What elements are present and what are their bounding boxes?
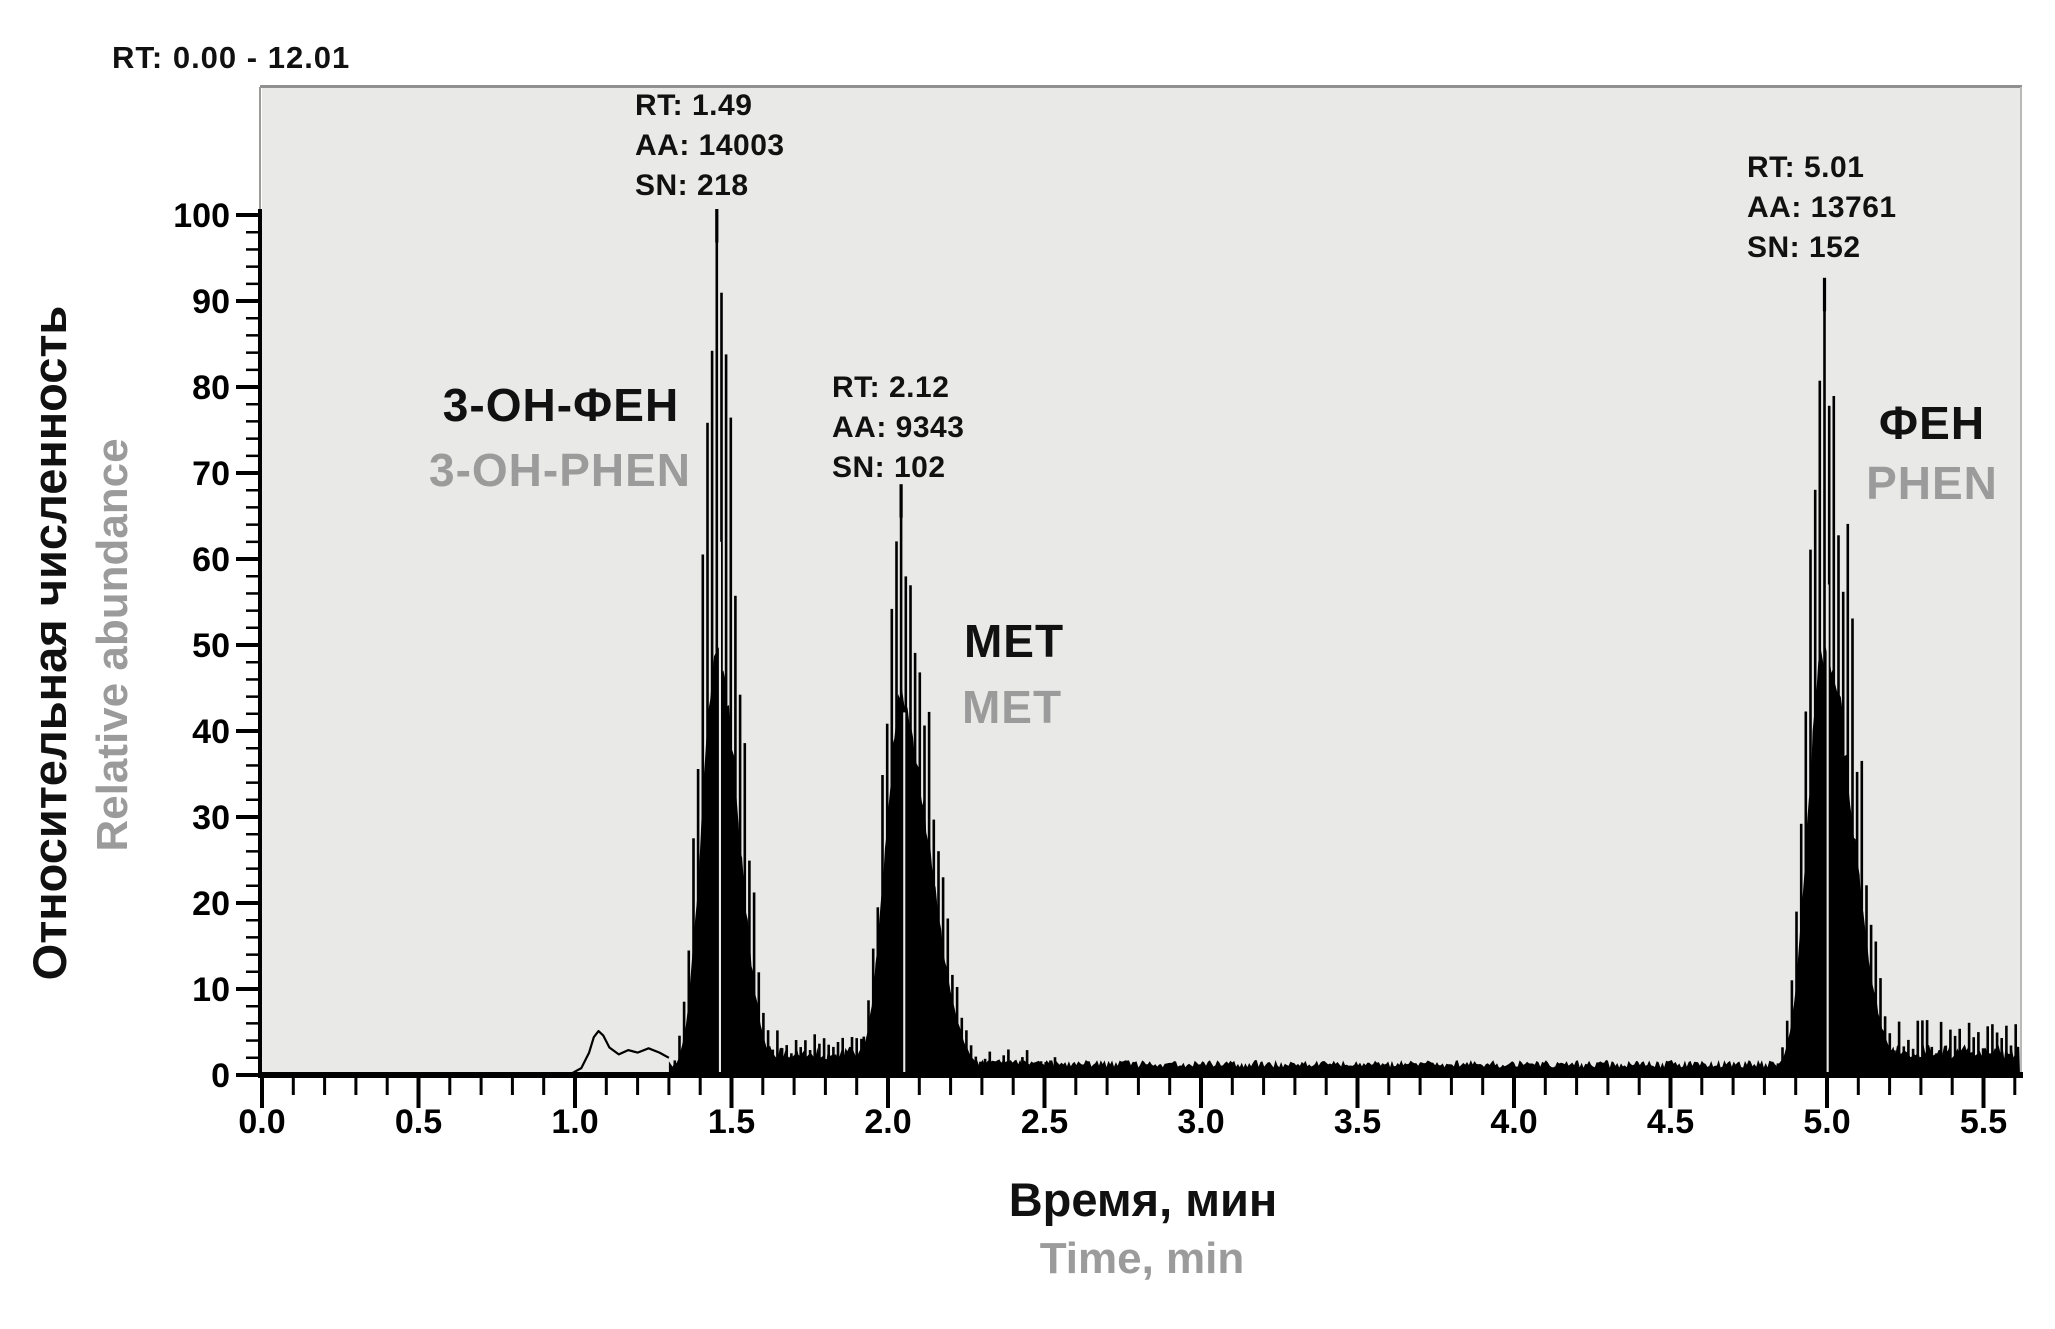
peak3-annotation: RT: 5.01 AA: 13761 SN: 152 xyxy=(1747,148,1897,268)
peak2-compound-label-en: MET xyxy=(961,681,1063,733)
axes: 0.0 0.5 1.0 1.5 2.0 2.5 3.0 3.5 4.0 4.5 5.0 5.5 0 10 2… xyxy=(173,87,2023,1141)
y-axis-title-en: Relative abundance xyxy=(88,438,137,852)
peak3-sn-label: SN: 152 xyxy=(1747,231,1861,264)
peak-spikes-2 xyxy=(857,490,1057,1075)
svg-text:0: 0 xyxy=(211,1057,230,1095)
chromatogram-trace xyxy=(571,209,2020,1076)
peak2-annotation: RT: 2.12 AA: 9343 SN: 102 xyxy=(832,368,964,488)
x-axis-title-ru: Время, мин xyxy=(1008,1173,1278,1226)
peak1-sn-label: SN: 218 xyxy=(635,169,749,202)
svg-text:4.5: 4.5 xyxy=(1647,1103,1694,1141)
peak3-compound-label-en: PHEN xyxy=(1866,457,1998,509)
x-axis-title-en: Time, min xyxy=(1039,1234,1245,1283)
svg-text:0.0: 0.0 xyxy=(238,1103,285,1141)
svg-text:10: 10 xyxy=(192,971,230,1009)
svg-text:1.5: 1.5 xyxy=(708,1103,755,1141)
rt-marker-line xyxy=(1826,584,1829,1072)
rt-range-label: RT: 0.00 - 12.01 xyxy=(112,40,351,75)
svg-text:3.5: 3.5 xyxy=(1334,1103,1381,1141)
peak1-annotation: RT: 1.49 AA: 14003 SN: 218 xyxy=(635,86,785,206)
svg-text:40: 40 xyxy=(192,713,230,751)
svg-text:30: 30 xyxy=(192,799,230,837)
peak2-area-label: AA: 9343 xyxy=(832,411,965,444)
y-tick-labels: 0 10 20 30 40 50 60 70 80 90 100 xyxy=(173,197,230,1095)
peak2-sn-label: SN: 102 xyxy=(832,451,946,484)
y-ticks xyxy=(236,213,258,1077)
apex-tick xyxy=(899,484,903,518)
svg-text:80: 80 xyxy=(192,369,230,407)
svg-text:60: 60 xyxy=(192,541,230,579)
peak1-compound-label-ru: 3-ОН-ФЕН xyxy=(442,379,680,431)
peak3-area-label: AA: 13761 xyxy=(1747,191,1897,224)
svg-text:90: 90 xyxy=(192,283,230,321)
plot-background xyxy=(262,87,2020,1075)
rt-marker-line xyxy=(903,712,906,1072)
peak1-compound-label-en: 3-OH-PHEN xyxy=(428,444,692,496)
peak3-compound-label-ru: ФЕН xyxy=(1878,397,1986,449)
plot-border-top xyxy=(260,85,2022,88)
apex-tick xyxy=(1822,277,1827,312)
x-axis-line xyxy=(259,1072,2023,1078)
peak2-compound-label-ru: МЕТ xyxy=(963,615,1065,667)
svg-text:5.0: 5.0 xyxy=(1803,1103,1850,1141)
x-tick-labels: 0.0 0.5 1.0 1.5 2.0 2.5 3.0 3.5 4.0 4.5 5.0 5.5 xyxy=(238,1103,2007,1141)
peak1-rt-label: RT: 1.49 xyxy=(635,89,753,122)
peak3-rt-label: RT: 5.01 xyxy=(1747,151,1865,184)
svg-text:2.0: 2.0 xyxy=(864,1103,911,1141)
x-ticks xyxy=(260,1078,2017,1108)
apex-tick xyxy=(715,209,719,243)
svg-text:20: 20 xyxy=(192,885,230,923)
y-axis-line xyxy=(258,209,262,1078)
svg-text:3.0: 3.0 xyxy=(1177,1103,1224,1141)
svg-text:1.0: 1.0 xyxy=(551,1103,598,1141)
svg-text:0.5: 0.5 xyxy=(395,1103,442,1141)
y-axis-title-ru: Относительная численность xyxy=(23,305,76,981)
svg-text:4.0: 4.0 xyxy=(1490,1103,1537,1141)
svg-text:5.5: 5.5 xyxy=(1960,1103,2007,1141)
peak-spikes-1 xyxy=(673,215,872,1076)
peak-spikes-3 xyxy=(1776,283,2017,1075)
baseline-noise-bump xyxy=(571,1030,670,1075)
svg-text:2.5: 2.5 xyxy=(1021,1103,1068,1141)
svg-text:100: 100 xyxy=(173,197,230,235)
plot-border-left xyxy=(259,87,261,209)
svg-text:70: 70 xyxy=(192,455,230,493)
rt-marker-line xyxy=(718,541,721,1072)
svg-text:50: 50 xyxy=(192,627,230,665)
peak1-area-label: AA: 14003 xyxy=(635,129,785,162)
peak2-rt-label: RT: 2.12 xyxy=(832,371,950,404)
plot-border-right xyxy=(2020,87,2022,1075)
